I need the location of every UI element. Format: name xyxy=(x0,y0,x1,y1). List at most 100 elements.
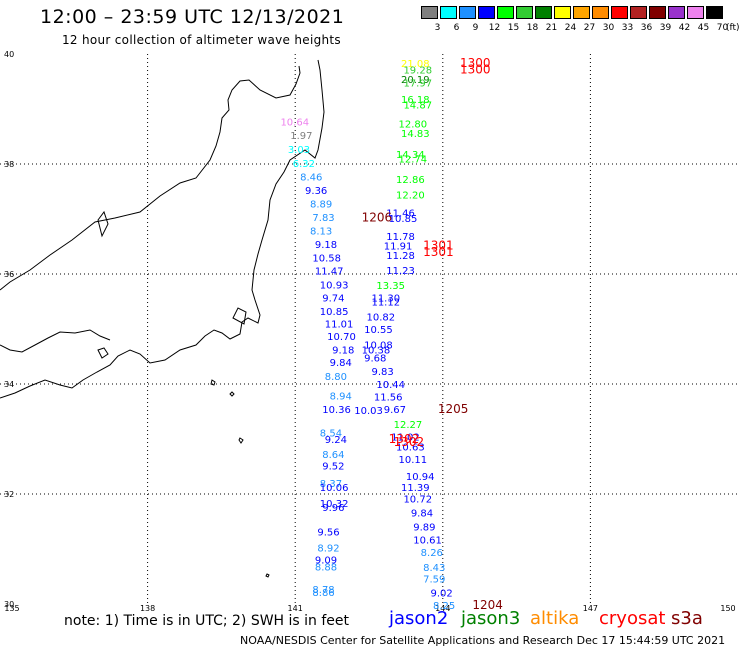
swh-value-label: 10.85 xyxy=(320,307,349,318)
colorbar-label: 18 xyxy=(526,23,539,33)
swh-value-label: 21.08 xyxy=(401,59,430,70)
colorbar-swatch xyxy=(535,6,552,19)
swh-value-label: 8.94 xyxy=(330,392,352,403)
swh-value-label: 9.89 xyxy=(413,522,435,533)
pass-time-label: 1205 xyxy=(438,402,469,416)
colorbar-label: 12 xyxy=(488,23,501,33)
swh-value-label: 10.63 xyxy=(396,443,425,454)
swh-value-label: 8.78 xyxy=(312,585,334,596)
satellite-label-jason2: jason2 xyxy=(389,608,449,629)
swh-value-label: 9.74 xyxy=(322,294,344,305)
pass-time-label: 1301 xyxy=(423,245,454,259)
satellite-label-s3a: s3a xyxy=(671,608,703,629)
lon-tick-label: 141 xyxy=(288,604,303,613)
colorbar-label: 6 xyxy=(453,23,460,33)
swh-value-label: 9.02 xyxy=(431,588,453,599)
lon-tick-label: 147 xyxy=(583,604,598,613)
swh-value-label: 10.64 xyxy=(280,118,309,129)
page-title: 12:00 – 23:59 UTC 12/13/2021 xyxy=(40,6,345,28)
pass-time-label: 1302 xyxy=(394,435,425,449)
swh-value-label: 10.06 xyxy=(320,483,349,494)
swh-value-label: 8.54 xyxy=(320,428,342,439)
swh-value-label: 9.24 xyxy=(325,435,347,446)
colorbar-unit: (ft) xyxy=(726,23,740,33)
colorbar-label: 39 xyxy=(659,23,672,33)
swh-value-label: 9.52 xyxy=(322,461,344,472)
swh-value-label: 8.80 xyxy=(325,372,347,383)
satellite-label-jason3: jason3 xyxy=(461,608,521,629)
lon-tick-label: 138 xyxy=(140,604,155,613)
swh-value-label: 20.19 xyxy=(401,75,430,86)
lat-tick-label: 40 xyxy=(4,50,14,59)
colorbar-swatch xyxy=(611,6,628,19)
lat-tick-label: 32 xyxy=(4,490,14,499)
swh-value-label: 11.28 xyxy=(386,251,415,262)
swh-value-label: 9.09 xyxy=(315,555,337,566)
swh-value-label: 16.18 xyxy=(401,95,430,106)
swh-value-label: 11.56 xyxy=(374,393,403,404)
swh-value-label: 13.35 xyxy=(376,281,405,292)
swh-value-label: 10.36 xyxy=(322,405,351,416)
swh-value-label: 9.84 xyxy=(411,509,433,520)
swh-value-label: 9.96 xyxy=(322,503,344,514)
swh-value-label: 11.91 xyxy=(384,241,413,252)
swh-value-label: 9.68 xyxy=(364,354,386,365)
swh-value-label: 8.46 xyxy=(300,173,322,184)
swh-value-label: 10.11 xyxy=(399,455,428,466)
satellite-label-cryosat: cryosat xyxy=(599,608,666,629)
colorbar-swatch xyxy=(459,6,476,19)
swh-value-label: 8.64 xyxy=(322,450,344,461)
colorbar-label: 15 xyxy=(507,23,520,33)
pass-time-label: 1302 xyxy=(389,432,420,446)
swh-value-label: 11.30 xyxy=(371,294,400,305)
swh-value-label: 11.02 xyxy=(391,432,420,443)
swh-value-label: 3.03 xyxy=(288,145,310,156)
pass-time-label: 1204 xyxy=(472,598,503,612)
colorbar-swatch xyxy=(440,6,457,19)
swh-value-label: 11.01 xyxy=(325,320,354,331)
pass-time-label: 1300 xyxy=(460,62,491,76)
swh-value-label: 17.97 xyxy=(403,79,432,90)
lon-tick-label: 150 xyxy=(720,604,735,613)
pass-time-label: 1301 xyxy=(423,238,454,252)
colorbar-swatch xyxy=(687,6,704,19)
colorbar-swatch xyxy=(668,6,685,19)
swh-value-label: 9.18 xyxy=(315,240,337,251)
swh-value-label: 10.03 xyxy=(354,406,383,417)
swh-value-label: 12.27 xyxy=(394,420,423,431)
map-note: note: 1) Time is in UTC; 2) SWH is in fe… xyxy=(64,613,350,629)
credit-footer: NOAA/NESDIS Center for Satellite Applica… xyxy=(240,634,726,647)
swh-value-label: 7.59 xyxy=(423,575,445,586)
colorbar-swatch xyxy=(516,6,533,19)
swh-value-label: 10.82 xyxy=(367,312,396,323)
colorbar-swatch xyxy=(478,6,495,19)
swh-value-label: 8.88 xyxy=(315,563,337,574)
swh-value-label: 14.87 xyxy=(403,101,432,112)
swh-value-label: 12.80 xyxy=(399,119,428,130)
swh-value-label: 12.20 xyxy=(396,190,425,201)
swh-value-label: 10.93 xyxy=(320,280,349,291)
swh-value-label: 10.08 xyxy=(364,340,393,351)
swh-value-label: 10.58 xyxy=(312,254,341,265)
swh-value-label: 9.56 xyxy=(317,527,339,538)
lat-tick-label: 38 xyxy=(4,160,14,169)
axis-tick-labels: 135 138 141 144 147 150 40 38 36 34 32 30 xyxy=(4,50,736,613)
swh-value-label: 10.61 xyxy=(413,536,442,547)
lon-tick-label: 144 xyxy=(435,604,450,613)
colorbar-label: 45 xyxy=(697,23,710,33)
wave-height-labels: 10.64 1.97 3.03 6.32 8.46 9.36 8.89 7.83 8.13 9.1… xyxy=(280,59,455,612)
swh-value-label: 11.23 xyxy=(386,266,415,277)
swh-value-label: 8.37 xyxy=(320,479,342,490)
swh-value-label: 8.89 xyxy=(310,200,332,211)
colorbar-label: 36 xyxy=(640,23,653,33)
swh-value-label: 11.12 xyxy=(371,298,400,309)
swh-value-label: 9.36 xyxy=(305,186,327,197)
swh-value-label: 10.94 xyxy=(406,472,435,483)
colorbar-label: 27 xyxy=(583,23,596,33)
pass-time-label: 1206 xyxy=(362,210,393,224)
colorbar-swatch xyxy=(497,6,514,19)
swh-value-label: 8.86 xyxy=(312,588,334,599)
swh-value-label: 10.70 xyxy=(327,332,356,343)
